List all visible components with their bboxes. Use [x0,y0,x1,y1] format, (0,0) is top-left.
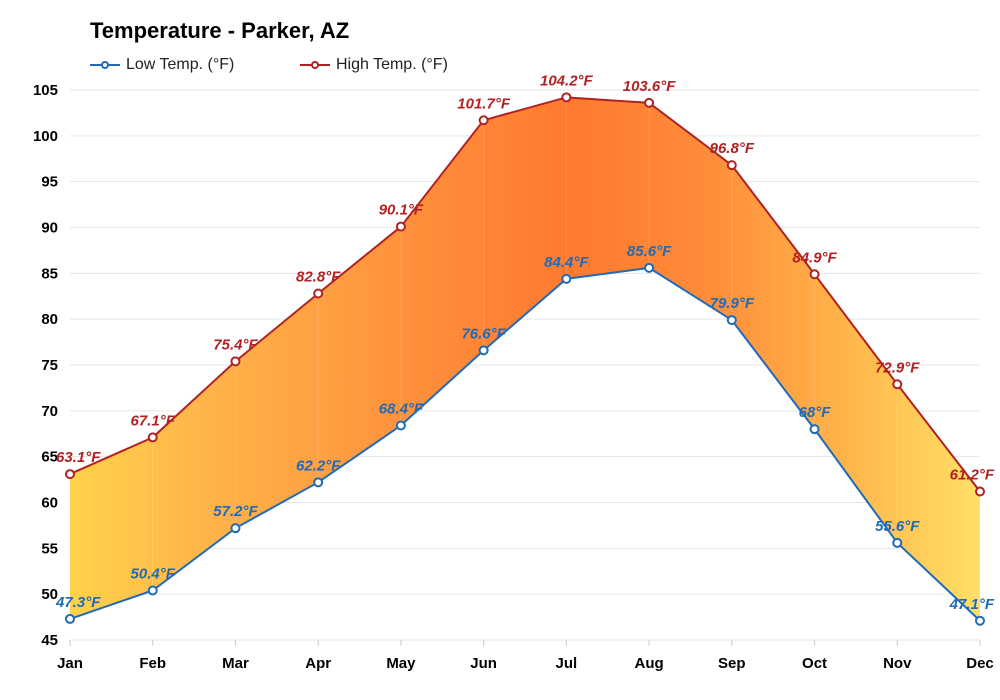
low-marker [893,539,901,547]
x-tick-label: Jan [57,655,83,672]
high-label: 96.8°F [710,140,755,157]
high-label: 84.9°F [792,249,837,266]
low-label: 68°F [799,404,832,421]
low-label: 84.4°F [544,254,589,271]
high-marker [397,223,405,231]
x-tick-label: Nov [883,655,912,672]
low-marker [314,478,322,486]
high-label: 67.1°F [131,412,176,429]
low-label: 50.4°F [131,566,176,583]
y-tick-label: 85 [41,265,58,282]
high-marker [893,380,901,388]
y-tick-label: 60 [41,495,58,512]
high-marker [976,488,984,496]
low-marker [231,524,239,532]
high-marker [811,270,819,278]
low-marker [149,587,157,595]
low-label: 68.4°F [379,401,424,418]
y-tick-label: 80 [41,311,58,328]
y-tick-label: 55 [41,540,58,557]
y-tick-label: 95 [41,174,58,191]
high-label: 104.2°F [540,72,594,89]
low-marker [480,346,488,354]
high-marker [149,433,157,441]
high-label: 61.2°F [950,467,995,484]
y-tick-label: 45 [41,632,58,649]
low-label: 57.2°F [213,503,258,520]
y-tick-label: 70 [41,403,58,420]
low-marker [645,264,653,272]
x-tick-label: Oct [802,655,827,672]
high-marker [562,93,570,101]
low-marker [562,275,570,283]
high-label: 103.6°F [623,78,677,95]
high-label: 63.1°F [56,449,101,466]
area-fill [70,97,980,620]
x-tick-label: Mar [222,655,249,672]
high-marker [66,470,74,478]
x-tick-label: Sep [718,655,746,672]
low-marker [976,617,984,625]
low-label: 76.6°F [461,325,506,342]
low-label: 47.1°F [949,596,995,613]
low-marker [397,422,405,430]
high-marker [480,116,488,124]
temperature-chart: Temperature - Parker, AZ Low Temp. (°F) … [0,0,1000,700]
y-tick-label: 75 [41,357,58,374]
high-label: 101.7°F [457,95,511,112]
low-marker [66,615,74,623]
high-marker [728,161,736,169]
high-label: 90.1°F [379,202,424,219]
high-marker [231,357,239,365]
y-tick-label: 100 [33,128,58,145]
y-tick-label: 105 [33,82,58,99]
x-tick-label: Feb [139,655,166,672]
high-label: 72.9°F [875,359,920,376]
x-tick-label: Jul [556,655,578,672]
y-tick-label: 90 [41,220,58,237]
x-tick-label: Aug [635,655,664,672]
high-label: 82.8°F [296,269,341,286]
chart-svg: 4550556065707580859095100105JanFebMarApr… [0,0,1000,700]
x-tick-label: Apr [305,655,331,672]
low-label: 47.3°F [55,594,101,611]
x-tick-label: Dec [966,655,994,672]
low-label: 55.6°F [875,518,920,535]
low-marker [728,316,736,324]
low-label: 79.9°F [710,295,755,312]
low-label: 62.2°F [296,457,341,474]
x-tick-label: Jun [470,655,497,672]
low-marker [811,425,819,433]
x-tick-label: May [386,655,416,672]
low-label: 85.6°F [627,243,672,260]
high-label: 75.4°F [213,336,258,353]
high-marker [314,290,322,298]
high-marker [645,99,653,107]
